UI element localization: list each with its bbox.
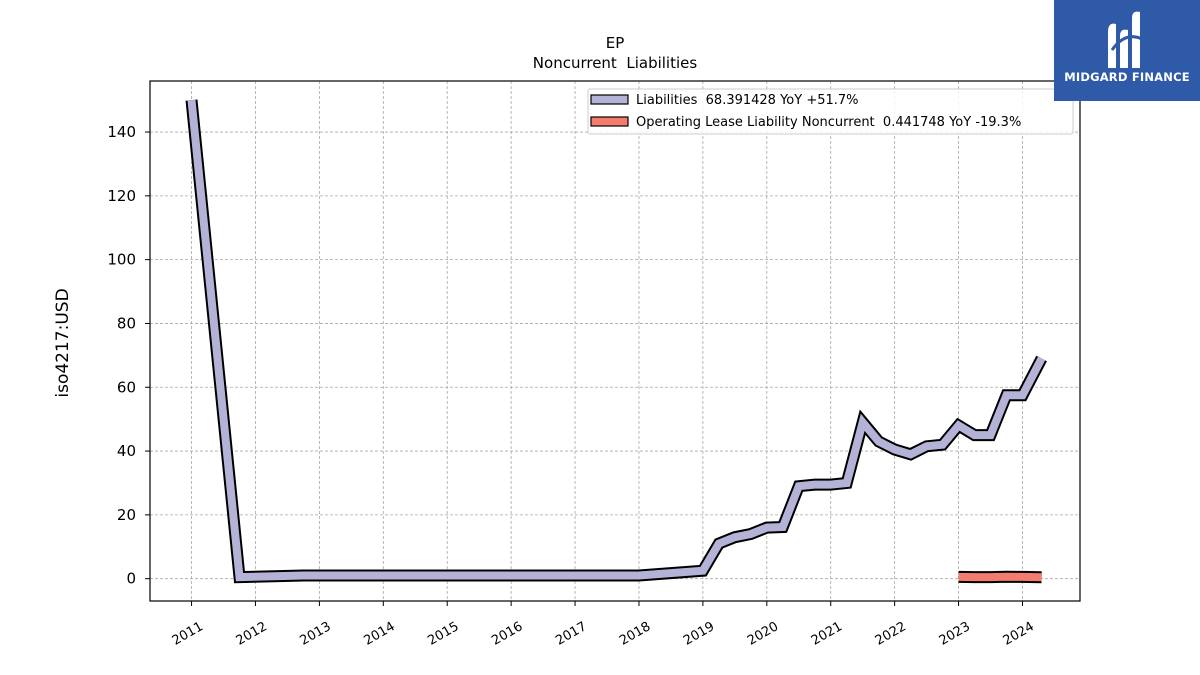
legend-swatch-operating-lease xyxy=(590,116,629,127)
x-tick-label: 2015 xyxy=(425,619,461,649)
series-layer xyxy=(185,99,1047,584)
x-tick-label: 2012 xyxy=(234,619,270,649)
x-tick-label: 2014 xyxy=(361,619,397,649)
logo-text: MIDGARD FINANCE xyxy=(1064,70,1190,84)
x-tick-label: 2024 xyxy=(1001,619,1037,649)
data-point-liabilities xyxy=(639,575,640,576)
data-point-liabilities xyxy=(942,444,943,445)
data-point-liabilities xyxy=(702,570,703,571)
series-line-liabilities xyxy=(187,99,1046,582)
legend-label-operating-lease: Operating Lease Liability Noncurrent 0.4… xyxy=(636,115,1021,130)
data-point-liabilities xyxy=(1041,358,1042,359)
data-point-operating-lease xyxy=(1041,577,1042,578)
x-tick-label: 2013 xyxy=(298,619,334,649)
data-point-liabilities xyxy=(814,484,815,485)
y-tick-label: 60 xyxy=(117,378,136,396)
y-tick-label: 140 xyxy=(107,123,136,141)
y-tick-label: 40 xyxy=(117,442,136,460)
y-axis-label: iso4217:USD xyxy=(53,288,73,397)
midgard-m-logo-icon xyxy=(1108,11,1145,69)
data-point-liabilities xyxy=(894,449,895,450)
data-point-operating-lease xyxy=(974,577,975,578)
chart-subtitle: Noncurrent Liabilities xyxy=(533,54,698,72)
x-tick-label: 2019 xyxy=(681,619,717,649)
chart-title: EP xyxy=(606,34,625,52)
data-point-operating-lease xyxy=(958,576,959,577)
data-point-liabilities xyxy=(782,527,783,528)
y-tick-label: 20 xyxy=(117,506,136,524)
data-point-liabilities xyxy=(191,100,192,101)
data-point-liabilities xyxy=(910,454,911,455)
grid xyxy=(150,81,1080,601)
y-tick-label: 0 xyxy=(126,570,136,588)
y-tick-label: 100 xyxy=(107,251,136,269)
data-point-liabilities xyxy=(303,575,304,576)
data-point-liabilities xyxy=(239,577,240,578)
data-point-liabilities xyxy=(766,527,767,528)
data-point-operating-lease xyxy=(1022,576,1023,577)
data-point-liabilities xyxy=(862,422,863,423)
x-tick-label: 2020 xyxy=(745,619,781,649)
data-point-liabilities xyxy=(1006,395,1007,396)
data-point-operating-lease xyxy=(1006,576,1007,577)
legend-swatch-liabilities xyxy=(590,94,629,105)
y-tick-label: 80 xyxy=(117,314,136,332)
y-tick-label: 120 xyxy=(107,187,136,205)
data-point-liabilities xyxy=(846,483,847,484)
x-tick-label: 2021 xyxy=(809,619,845,649)
legend-box xyxy=(587,88,1074,135)
x-tick-label: 2018 xyxy=(617,619,653,649)
data-point-liabilities xyxy=(1022,395,1023,396)
data-point-liabilities xyxy=(958,425,959,426)
data-point-liabilities xyxy=(830,484,831,485)
legend-label-liabilities: Liabilities 68.391428 YoY +51.7% xyxy=(636,93,859,108)
x-tick-label: 2022 xyxy=(873,619,909,649)
midgard-finance-logo: MIDGARD FINANCE xyxy=(1054,0,1200,101)
x-tick-label: 2011 xyxy=(170,619,206,649)
data-point-liabilities xyxy=(798,486,799,487)
series-line-operating-lease xyxy=(958,572,1042,582)
data-point-operating-lease xyxy=(990,577,991,578)
data-point-liabilities xyxy=(926,446,927,447)
data-point-liabilities xyxy=(974,435,975,436)
data-point-liabilities xyxy=(990,435,991,436)
x-tick-label: 2016 xyxy=(489,619,525,649)
data-point-liabilities xyxy=(878,441,879,442)
data-point-liabilities xyxy=(734,537,735,538)
legend: Liabilities 68.391428 YoY +51.7% Operati… xyxy=(587,88,1074,135)
x-tick-label: 2017 xyxy=(553,619,589,649)
data-point-liabilities xyxy=(750,534,751,535)
plot-area-frame xyxy=(149,80,1081,602)
x-tick-label: 2023 xyxy=(937,619,973,649)
data-point-liabilities xyxy=(718,543,719,544)
